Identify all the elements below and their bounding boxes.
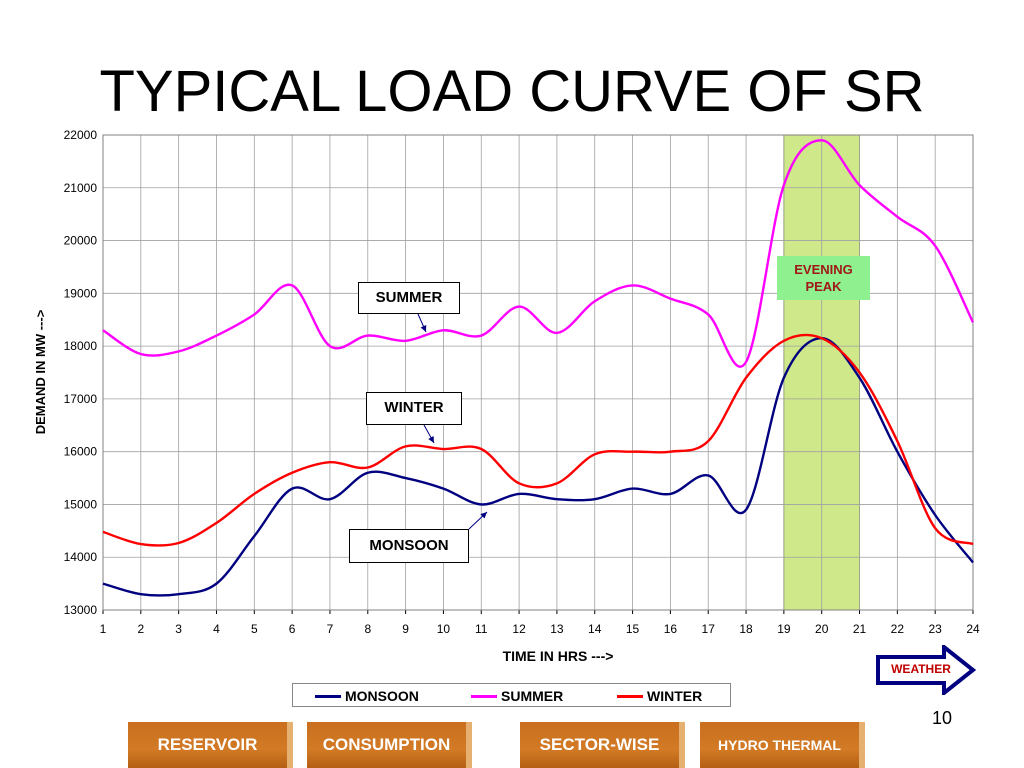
x-tick-label: 9 [402,622,409,636]
x-tick-label: 2 [137,622,144,636]
y-tick-label: 18000 [64,339,98,353]
weather-arrow-button[interactable] [876,645,976,695]
chart-legend: MONSOON SUMMER WINTER [292,683,731,707]
monsoon-callout: MONSOON [349,529,469,563]
weather-arrow-icon [876,645,976,695]
x-tick-label: 11 [475,622,488,636]
summer-callout: SUMMER [358,282,460,314]
plot-frame [102,134,974,611]
x-tick-label: 6 [289,622,296,636]
series-line-summer [102,139,975,368]
x-tick-label: 20 [815,622,829,636]
x-tick-label: 14 [588,622,602,636]
legend-label-winter: WINTER [647,688,703,704]
x-tick-label: 18 [739,622,753,636]
x-tick-label: 17 [702,622,716,636]
y-tick-label: 21000 [64,181,98,195]
y-tick-label: 13000 [64,603,98,617]
y-tick-label: 20000 [64,234,98,248]
monsoon-pointer-arrow-head [480,512,487,519]
x-tick-label: 22 [891,622,905,636]
legend-item-summer: SUMMER [471,688,563,704]
x-tick-label: 15 [626,622,640,636]
weather-button-label[interactable]: WEATHER [891,662,951,676]
x-tick-label: 4 [213,622,220,636]
x-tick-label: 5 [251,622,258,636]
legend-swatch-summer [471,694,497,698]
series-line-monsoon [102,336,974,597]
slide-title: TYPICAL LOAD CURVE OF SR [99,59,925,124]
y-tick-label: 19000 [64,286,98,300]
legend-item-monsoon: MONSOON [315,688,419,704]
y-tick-label: 15000 [64,497,98,511]
x-tick-label: 21 [853,622,867,636]
x-tick-label: 12 [512,622,526,636]
x-tick-label: 24 [966,622,980,636]
y-tick-label: 14000 [64,550,98,564]
reservoir-button[interactable]: RESERVOIR [128,722,293,768]
y-axis-label: DEMAND IN MW ---> [33,309,48,434]
x-tick-label: 1 [100,622,107,636]
x-tick-label: 13 [550,622,564,636]
legend-swatch-winter [617,694,643,698]
summer-pointer-arrow-head [420,325,427,332]
load-curve-chart: 13000 14000 15000 16000 17000 18000 19000 20000… [33,128,980,664]
hydro-thermal-button[interactable]: HYDRO THERMAL [700,722,865,768]
x-tick-label: 16 [664,622,678,636]
y-tick-label: 16000 [64,445,98,459]
x-axis-label: TIME IN HRS ---> [503,648,614,664]
page-number: 10 [932,708,953,728]
x-tick-label: 19 [777,622,791,636]
x-tick-label: 10 [437,622,451,636]
legend-item-winter: WINTER [617,688,702,704]
sector-wise-button[interactable]: SECTOR-WISE [520,722,685,768]
legend-label-monsoon: MONSOON [345,688,419,704]
x-tick-label: 7 [327,622,334,636]
legend-swatch-monsoon [315,694,341,698]
series-line-winter [102,333,974,547]
legend-label-summer: SUMMER [501,688,564,704]
consumption-button[interactable]: CONSUMPTION [307,722,472,768]
winter-pointer-arrow-head [428,436,434,443]
winter-callout: WINTER [366,392,462,425]
x-tick-label: 23 [928,622,942,636]
evening-peak-label: EVENING PEAK [777,256,870,300]
x-tick-label: 3 [175,622,182,636]
y-tick-label: 22000 [64,128,98,142]
x-tick-label: 8 [364,622,371,636]
y-tick-label: 17000 [64,392,98,406]
